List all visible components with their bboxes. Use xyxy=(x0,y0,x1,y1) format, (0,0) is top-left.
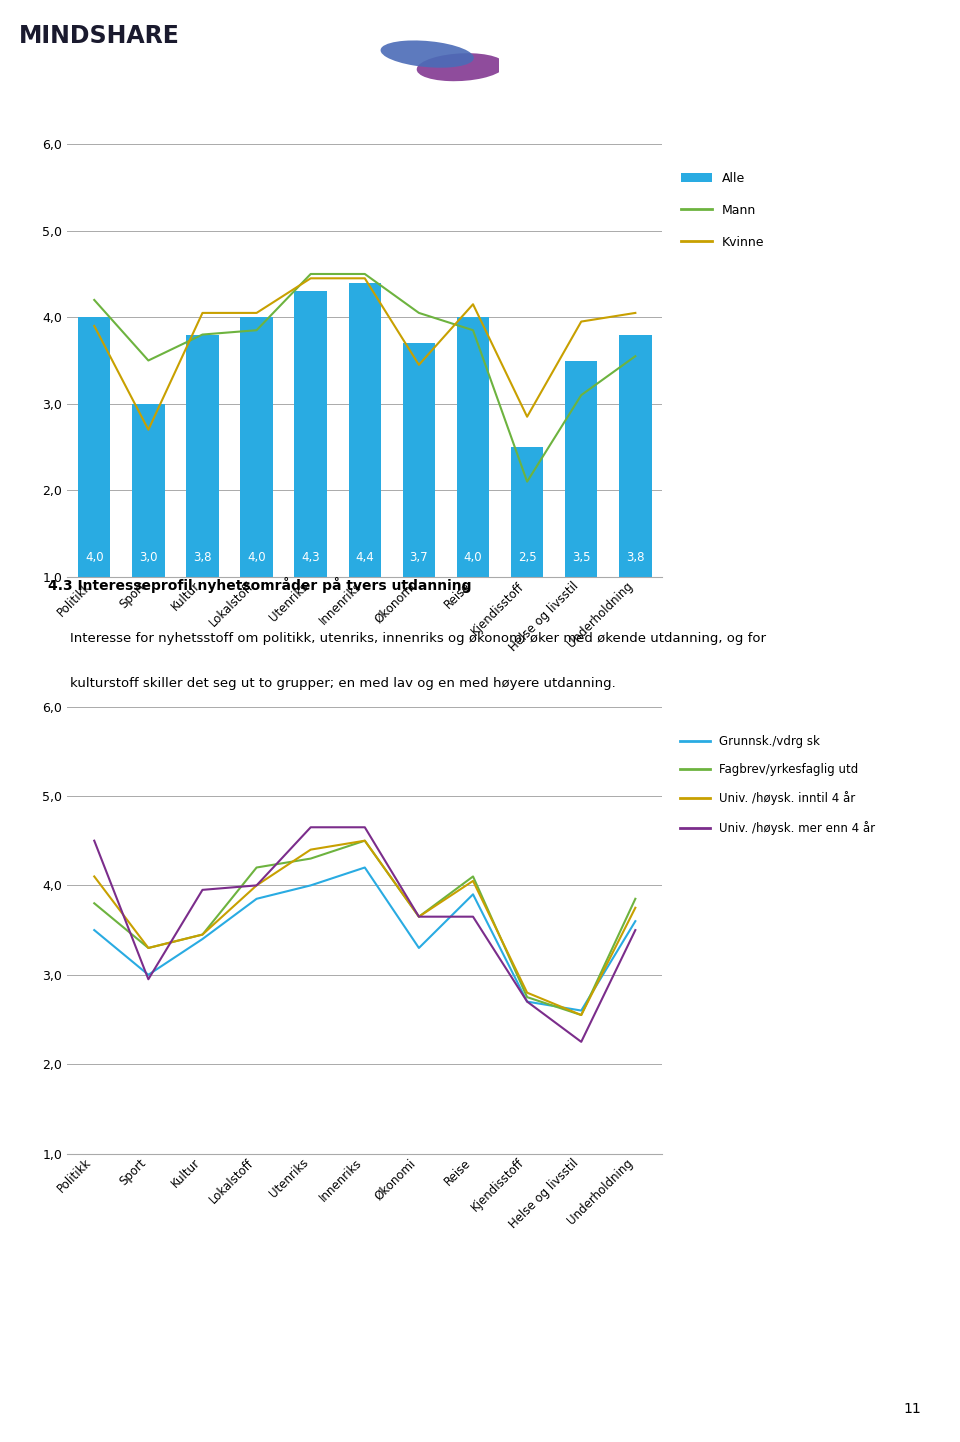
Ellipse shape xyxy=(380,40,474,68)
Text: kulturstoff skiller det seg ut to grupper; en med lav og en med høyere utdanning: kulturstoff skiller det seg ut to gruppe… xyxy=(70,678,615,691)
Text: 4,4: 4,4 xyxy=(355,551,374,564)
Text: MINDSHARE: MINDSHARE xyxy=(19,25,180,48)
Legend: Grunnsk./vdrg sk, Fagbrev/yrkesfaglig utd, Univ. /høysk. inntil 4 år, Univ. /høy: Grunnsk./vdrg sk, Fagbrev/yrkesfaglig ut… xyxy=(681,735,876,835)
Text: 4,3: 4,3 xyxy=(301,551,320,564)
Legend: Alle, Mann, Kvinne: Alle, Mann, Kvinne xyxy=(681,172,764,248)
Text: 4,0: 4,0 xyxy=(248,551,266,564)
Bar xyxy=(457,317,490,577)
Text: 3,5: 3,5 xyxy=(572,551,590,564)
Bar xyxy=(402,343,435,577)
Text: 3,0: 3,0 xyxy=(139,551,157,564)
Bar xyxy=(511,447,543,577)
Bar xyxy=(186,335,219,577)
Text: 3,8: 3,8 xyxy=(193,551,212,564)
Bar xyxy=(565,360,597,577)
Bar xyxy=(348,283,381,577)
Bar xyxy=(619,335,652,577)
Bar xyxy=(295,291,327,577)
Text: Interesse for nyhetsstoff om politikk, utenriks, innenriks og økonomi øker med ø: Interesse for nyhetsstoff om politikk, u… xyxy=(70,632,766,645)
Ellipse shape xyxy=(417,53,505,81)
Text: 11: 11 xyxy=(904,1402,922,1416)
Bar xyxy=(240,317,273,577)
Bar xyxy=(78,317,110,577)
Bar xyxy=(132,404,164,577)
Text: 4,0: 4,0 xyxy=(84,551,104,564)
Text: 2,5: 2,5 xyxy=(517,551,537,564)
Text: 3,8: 3,8 xyxy=(626,551,644,564)
Text: 4.3 Interesseprofil nyhetsområder på tvers utdanning: 4.3 Interesseprofil nyhetsområder på tve… xyxy=(48,577,471,593)
Text: 4,0: 4,0 xyxy=(464,551,482,564)
Text: 3,7: 3,7 xyxy=(410,551,428,564)
